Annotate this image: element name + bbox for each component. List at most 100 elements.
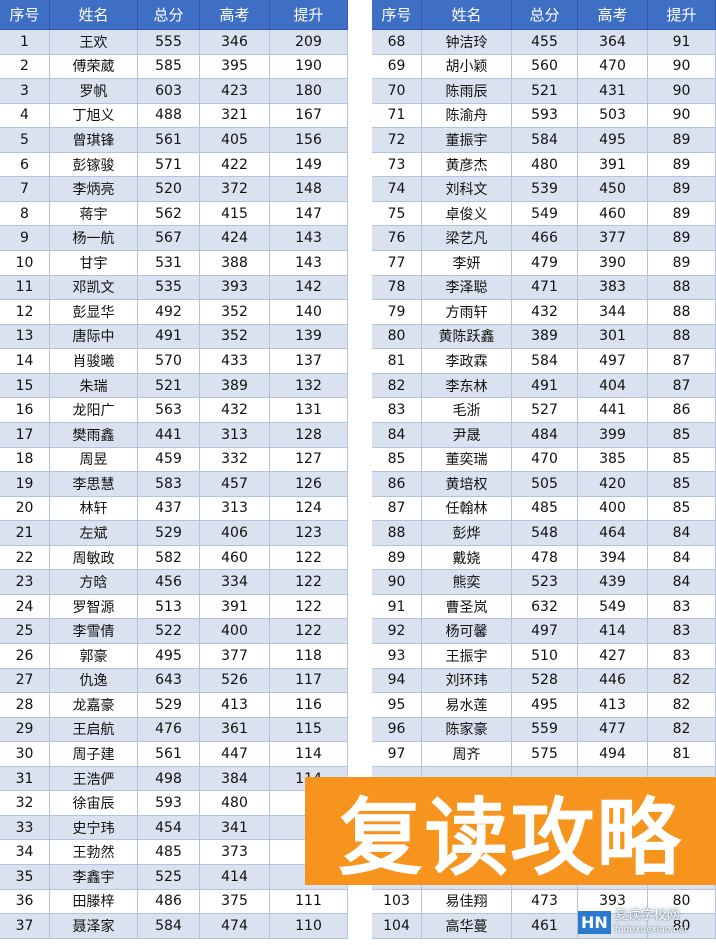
- student-name: 易佳翔: [422, 889, 512, 915]
- total-score: 522: [138, 619, 200, 644]
- gaokao-score: 391: [578, 152, 648, 178]
- total-score: 584: [512, 349, 578, 374]
- gaokao-score: 393: [578, 889, 648, 915]
- student-name: 梁艺凡: [422, 226, 512, 252]
- improvement: 90: [648, 79, 716, 104]
- watermark-name: 复读学校网: [614, 907, 680, 923]
- gaokao-score: 301: [578, 324, 648, 350]
- student-name: 刘科文: [422, 177, 512, 202]
- header-cell: 提升: [270, 0, 348, 30]
- total-score: 560: [512, 54, 578, 80]
- total-score: 466: [512, 226, 578, 252]
- student-name: 周齐: [422, 742, 512, 767]
- improvement: 143: [270, 226, 348, 252]
- gaokao-score: 395: [200, 54, 270, 80]
- total-score: 584: [512, 128, 578, 153]
- student-name: 李思慧: [50, 472, 138, 497]
- improvement: 88: [648, 275, 716, 301]
- gaokao-score: 422: [200, 152, 270, 178]
- gaokao-score: 464: [578, 521, 648, 546]
- student-name: 陈渝舟: [422, 103, 512, 129]
- gaokao-score: 457: [200, 472, 270, 497]
- gaokao-score: 433: [200, 349, 270, 374]
- student-name: 方雨轩: [422, 300, 512, 325]
- total-score: 505: [512, 472, 578, 497]
- row-number: 89: [372, 545, 422, 571]
- student-name: 龙嘉豪: [50, 693, 138, 718]
- student-name: 曾琪锋: [50, 128, 138, 153]
- student-name: 陈家豪: [422, 717, 512, 743]
- gaokao-score: 389: [200, 373, 270, 399]
- student-name: 郭豪: [50, 644, 138, 669]
- gaokao-score: 406: [200, 521, 270, 546]
- student-name: 王振宇: [422, 644, 512, 669]
- total-score: 484: [512, 422, 578, 448]
- total-score: 584: [138, 914, 200, 939]
- student-name: 聂泽家: [50, 914, 138, 939]
- gaokao-score: 385: [578, 447, 648, 473]
- total-score: 521: [512, 79, 578, 104]
- student-name: 曹圣岚: [422, 594, 512, 620]
- improvement: 122: [270, 594, 348, 620]
- gaokao-score: 415: [200, 201, 270, 227]
- total-score: 567: [138, 226, 200, 252]
- row-number: 36: [0, 889, 50, 915]
- gaokao-score: 400: [578, 496, 648, 522]
- row-number: 4: [0, 103, 50, 129]
- student-name: 史宁玮: [50, 815, 138, 841]
- gaokao-score: 477: [578, 717, 648, 743]
- student-name: 甘宇: [50, 251, 138, 276]
- gaokao-score: 313: [200, 422, 270, 448]
- student-name: 朱瑞: [50, 373, 138, 399]
- gaokao-score: 447: [200, 742, 270, 767]
- row-number: 69: [372, 54, 422, 80]
- row-number: 76: [372, 226, 422, 252]
- gaokao-score: 346: [200, 30, 270, 55]
- improvement: 128: [270, 422, 348, 448]
- gaokao-score: 332: [200, 447, 270, 473]
- improvement: 89: [648, 128, 716, 153]
- row-number: 23: [0, 570, 50, 595]
- row-number: 30: [0, 742, 50, 767]
- total-score: 455: [512, 30, 578, 55]
- improvement: 114: [270, 742, 348, 767]
- row-number: 21: [0, 521, 50, 546]
- watermark-logo: HN: [578, 911, 611, 934]
- improvement: 137: [270, 349, 348, 374]
- total-score: 582: [138, 545, 200, 571]
- total-score: 561: [138, 742, 200, 767]
- header-cell: 总分: [138, 0, 200, 30]
- gaokao-score: 373: [200, 840, 270, 866]
- improvement: 131: [270, 398, 348, 423]
- row-number: 6: [0, 152, 50, 178]
- total-score: 491: [512, 373, 578, 399]
- improvement: 85: [648, 422, 716, 448]
- student-name: 陈雨辰: [422, 79, 512, 104]
- gaokao-score: 460: [200, 545, 270, 571]
- improvement: 122: [270, 545, 348, 571]
- total-score: 470: [512, 447, 578, 473]
- row-number: 13: [0, 324, 50, 350]
- student-name: 刘环玮: [422, 668, 512, 694]
- improvement: 143: [270, 251, 348, 276]
- row-number: 27: [0, 668, 50, 694]
- gaokao-score: 439: [578, 570, 648, 595]
- total-score: 454: [138, 815, 200, 841]
- student-name: 李东林: [422, 373, 512, 399]
- student-name: 王浩俨: [50, 766, 138, 792]
- gaokao-score: 375: [200, 889, 270, 915]
- improvement: 91: [648, 30, 716, 55]
- improvement: 87: [648, 349, 716, 374]
- total-score: 485: [138, 840, 200, 866]
- gaokao-score: 364: [578, 30, 648, 55]
- gaokao-score: 399: [578, 422, 648, 448]
- row-number: 103: [372, 889, 422, 915]
- gaokao-score: 450: [578, 177, 648, 202]
- improvement: 140: [270, 300, 348, 325]
- improvement: 89: [648, 226, 716, 252]
- total-score: 491: [138, 324, 200, 350]
- overlay-banner: 复读攻略: [305, 777, 716, 887]
- header-cell: 序号: [372, 0, 422, 30]
- student-name: 胡小颖: [422, 54, 512, 80]
